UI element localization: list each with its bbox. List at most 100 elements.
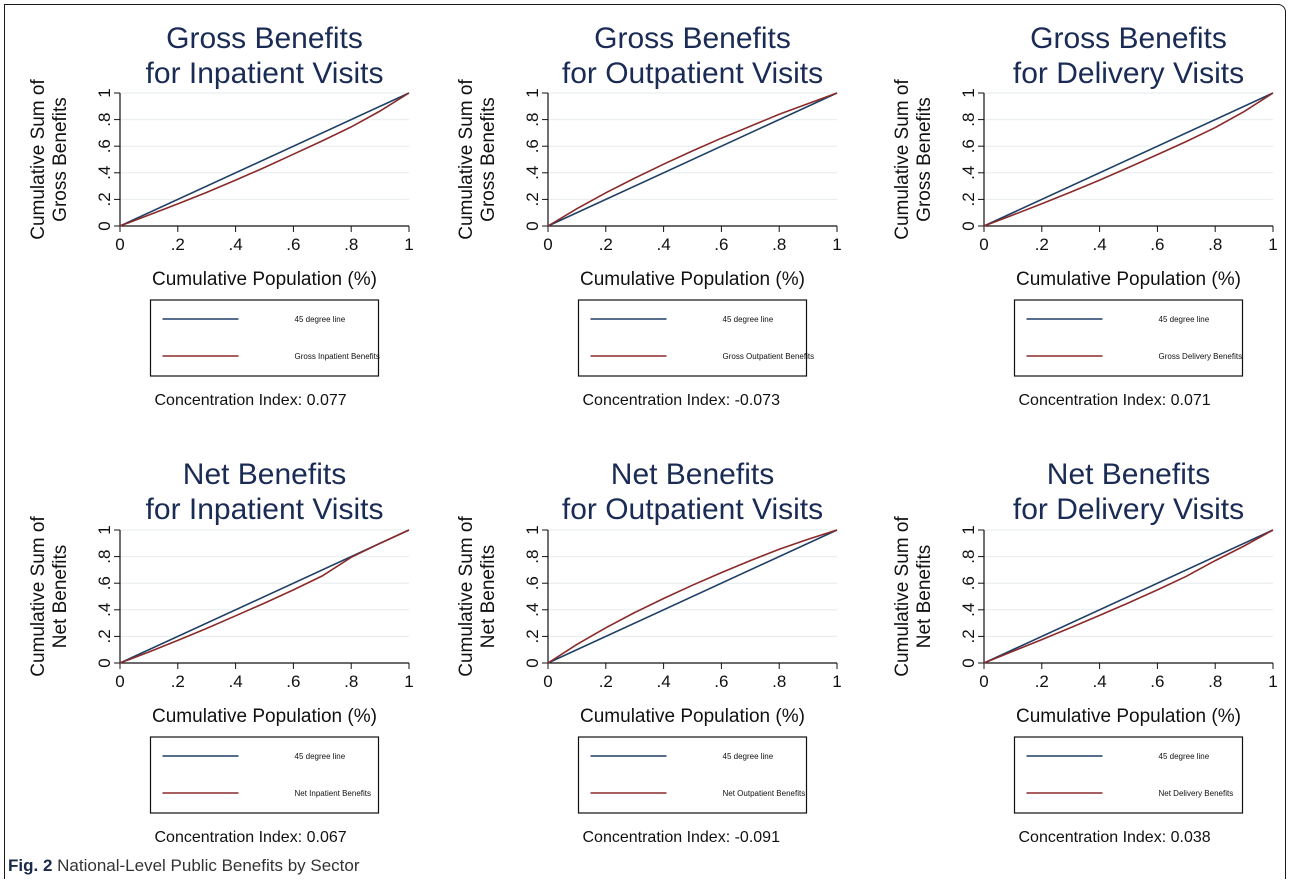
y-tick-label: .2 [523,629,542,643]
legend: 45 degree line Gross Inpatient Benefits [149,299,380,377]
x-axis-label: Cumulative Population (%) [152,269,377,290]
x-tick-label: .2 [1035,235,1049,254]
chart-title-line: Gross Benefits [1030,22,1227,55]
chart-title-line: for Inpatient Visits [146,493,384,526]
y-tick-label: .4 [95,166,114,180]
chart-title-line: for Outpatient Visits [562,493,823,526]
chart-title-line: Net Benefits [611,458,774,491]
legend: 45 degree line Net Outpatient Benefits [577,736,808,814]
x-tick-label: .6 [286,235,300,254]
y-tick-label: 1 [523,88,542,97]
y-tick-label: .8 [959,113,978,127]
x-tick-label: .6 [286,672,300,691]
x-tick-label: .6 [714,235,728,254]
x-tick-label: 0 [979,672,988,691]
x-tick-label: .6 [1150,235,1164,254]
legend-entry-label: 45 degree line [1159,315,1210,324]
y-tick-label: .8 [523,550,542,564]
x-tick-label: 1 [832,235,841,254]
x-tick-label: 1 [404,672,413,691]
legend-entry-label: 45 degree line [723,315,774,324]
series-line-benefits [547,92,838,227]
x-tick-label: .8 [1208,235,1222,254]
figure-frame [4,4,1286,879]
y-tick-label: .4 [523,603,542,617]
chart-title-line: for Delivery Visits [1013,493,1244,526]
chart-title-line: Gross Benefits [594,22,791,55]
concentration-index: Concentration Index: -0.073 [583,392,781,409]
figure-caption: Fig. 2 National-Level Public Benefits by… [8,856,360,876]
y-tick-label: .6 [959,576,978,590]
figure-caption-text: National-Level Public Benefits by Sector [57,856,360,875]
series-line-45-degree [547,92,838,227]
concentration-index: Concentration Index: -0.091 [583,829,781,846]
legend-entry-label: Net Outpatient Benefits [723,789,806,798]
x-tick-label: 1 [1268,672,1277,691]
y-tick-label: 0 [523,658,542,667]
x-axis-label: Cumulative Population (%) [152,706,377,727]
series-line-45-degree [983,529,1274,664]
y-tick-label: .8 [95,550,114,564]
legend-box [577,299,808,377]
legend-entry-label: Net Inpatient Benefits [295,789,372,798]
y-tick-label: .2 [523,192,542,206]
y-axis-label-line: Gross Benefits [478,97,499,222]
series-line-benefits [119,529,410,664]
legend-entry-label: Gross Delivery Benefits [1159,352,1243,361]
y-tick-label: .6 [959,139,978,153]
x-tick-label: .8 [772,235,786,254]
legend-entry-label: 45 degree line [295,315,346,324]
x-tick-label: .2 [599,672,613,691]
x-axis-label: Cumulative Population (%) [1016,269,1241,290]
x-tick-label: .8 [344,235,358,254]
y-tick-label: .6 [95,139,114,153]
series-line-45-degree [547,529,838,664]
legend-entry-label: Gross Outpatient Benefits [723,352,815,361]
x-tick-label: .8 [1208,672,1222,691]
chart-title-line: Net Benefits [1047,458,1210,491]
x-tick-label: .8 [772,672,786,691]
x-tick-label: .2 [599,235,613,254]
legend-box [149,736,380,814]
y-tick-label: .6 [523,576,542,590]
y-tick-label: 0 [95,658,114,667]
legend: 45 degree line Net Inpatient Benefits [149,736,380,814]
y-tick-label: .2 [959,629,978,643]
x-tick-label: .4 [657,672,671,691]
y-tick-label: .6 [523,139,542,153]
x-tick-label: .4 [1093,672,1107,691]
figure-label: Fig. 2 [8,856,53,875]
y-axis-label-line: Cumulative Sum of [456,79,477,240]
y-axis-label-line: Net Benefits [478,545,499,649]
legend-entry-label: Gross Inpatient Benefits [295,352,380,361]
y-tick-label: 0 [95,221,114,230]
y-axis-label-line: Cumulative Sum of [28,516,49,677]
x-tick-label: .4 [1093,235,1107,254]
y-axis-label-line: Cumulative Sum of [892,516,913,677]
x-tick-label: 0 [115,672,124,691]
concentration-index: Concentration Index: 0.067 [155,829,347,846]
y-tick-label: 1 [959,88,978,97]
y-tick-label: .8 [959,550,978,564]
y-axis-label-line: Cumulative Sum of [28,79,49,240]
legend: 45 degree line Gross Outpatient Benefits [577,299,815,377]
y-tick-label: 1 [959,525,978,534]
x-tick-label: .4 [229,235,243,254]
y-tick-label: .4 [959,166,978,180]
y-axis-label-line: Net Benefits [914,545,935,649]
y-tick-label: .2 [95,192,114,206]
concentration-index: Concentration Index: 0.038 [1019,829,1211,846]
y-tick-label: .8 [95,113,114,127]
x-axis-label: Cumulative Population (%) [1016,706,1241,727]
chart-title-line: for Outpatient Visits [562,57,823,90]
series-line-45-degree [119,92,410,227]
x-tick-label: 1 [404,235,413,254]
y-tick-label: .4 [959,603,978,617]
y-tick-label: 1 [95,88,114,97]
series-line-benefits [547,529,838,664]
x-tick-label: .6 [1150,672,1164,691]
